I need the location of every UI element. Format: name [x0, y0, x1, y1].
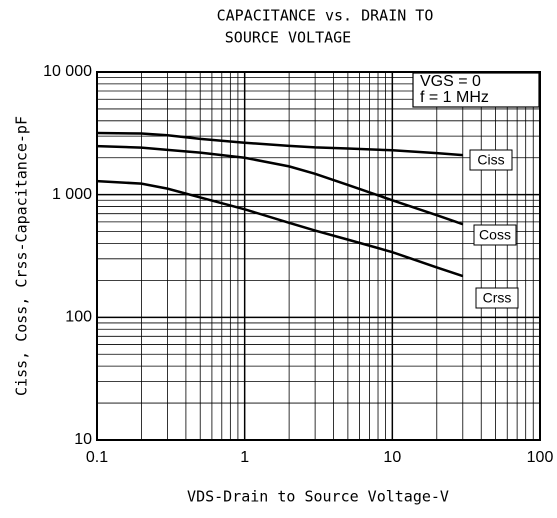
- y-tick-label: 100: [65, 309, 92, 326]
- annotation: VGS = 0: [420, 73, 481, 90]
- x-tick-label: 100: [527, 449, 554, 466]
- series-label-box: [473, 224, 517, 246]
- x-axis-label: VDS-Drain to Source Voltage-V: [187, 488, 449, 506]
- chart-title: CAPACITANCE vs. DRAIN TO: [217, 7, 434, 25]
- y-tick-label: 10 000: [43, 63, 92, 80]
- y-tick-label: 1 000: [52, 186, 92, 203]
- x-tick-label: 0.1: [86, 449, 108, 466]
- legend-label: Coss: [479, 227, 511, 243]
- y-axis-label: Ciss, Coss, Crss-Capacitance-pF: [13, 116, 31, 396]
- series-line: [96, 144, 464, 226]
- series-line: [96, 131, 463, 157]
- series-label-box: [475, 287, 519, 309]
- legend-label: Crss: [483, 290, 512, 306]
- x-tick-label: 10: [383, 449, 401, 466]
- legend-label: Ciss: [477, 152, 504, 168]
- x-tick-label: 1: [240, 449, 249, 466]
- series-label-box: [469, 149, 513, 171]
- series-line: [96, 179, 464, 278]
- annotation-box: [412, 72, 540, 108]
- plot-frame: [96, 71, 541, 441]
- chart-title: SOURCE VOLTAGE: [225, 29, 351, 47]
- annotation: f = 1 MHz: [420, 89, 489, 106]
- y-tick-label: 10: [74, 431, 92, 448]
